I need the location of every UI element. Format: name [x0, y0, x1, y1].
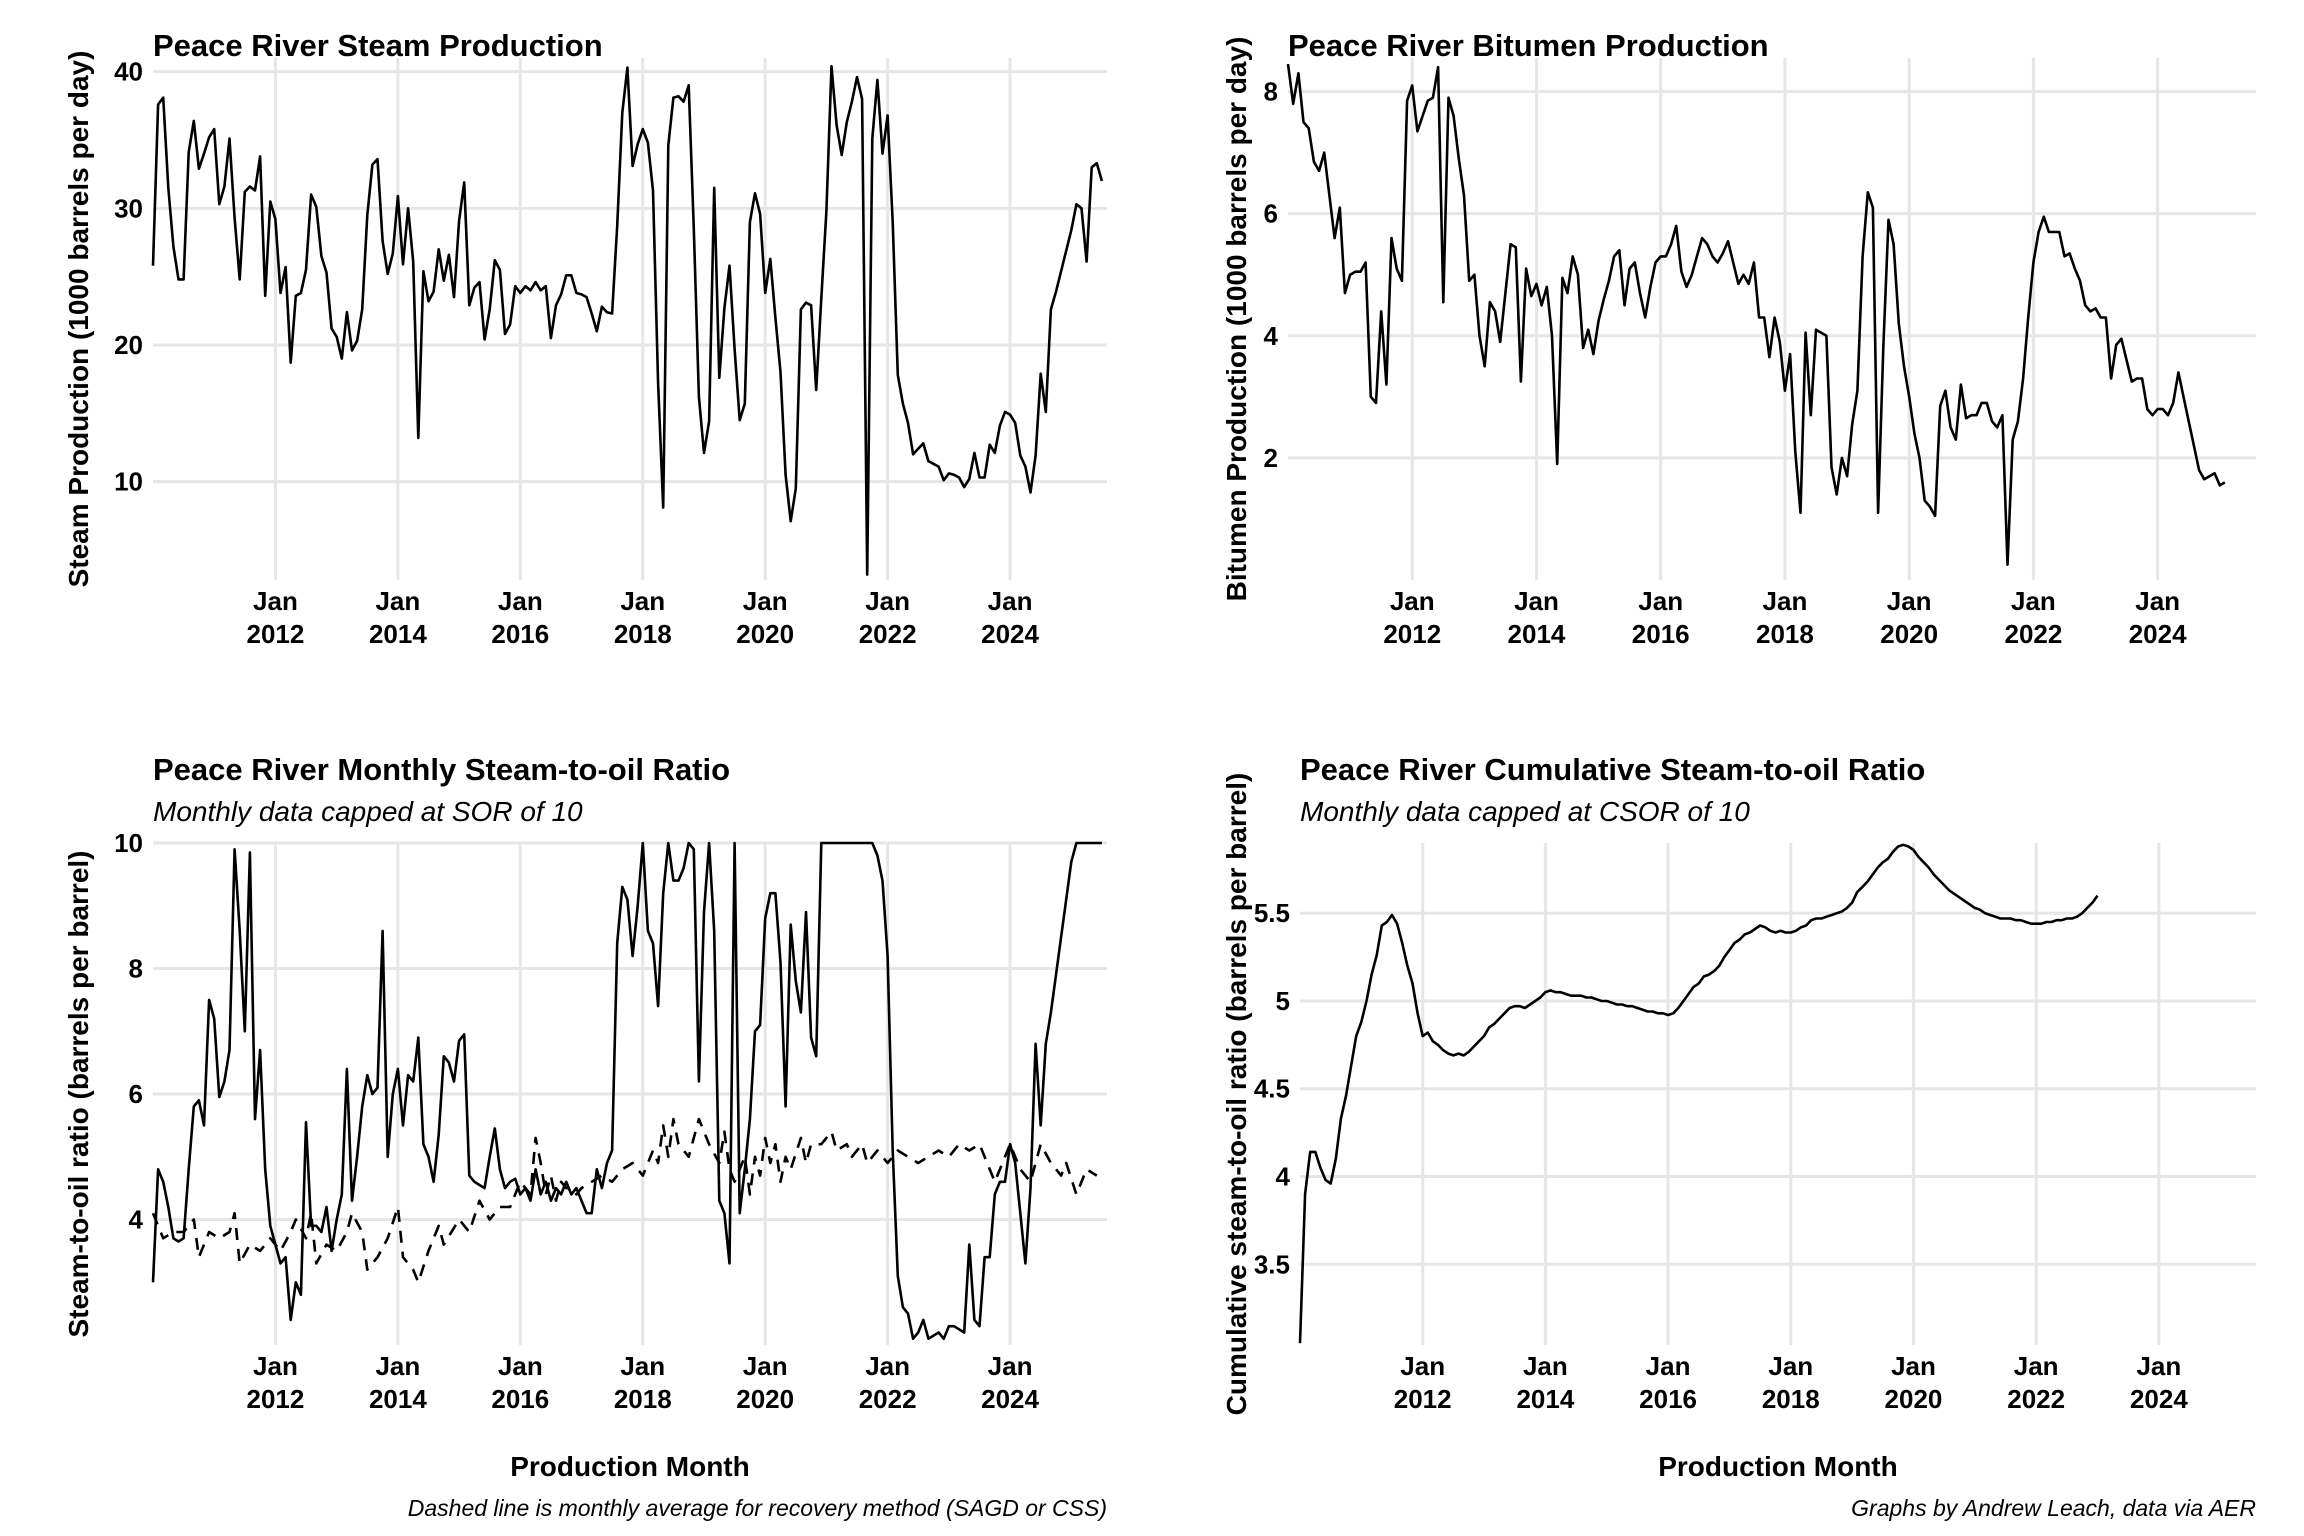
series-line-1 — [151, 64, 1104, 576]
y-tick-label: 20 — [114, 330, 143, 360]
y-tick-label: 6 — [1264, 199, 1278, 229]
x-tick-label: Jan — [2136, 1351, 2181, 1381]
chart-title: Peace River Cumulative Steam-to-oil Rati… — [1300, 752, 1925, 787]
series-line-1 — [1298, 843, 2099, 1344]
x-tick-label: Jan — [743, 586, 788, 616]
x-tick-label: 2016 — [491, 619, 549, 649]
x-tick-label: 2016 — [1632, 619, 1690, 649]
x-tick-label: Jan — [253, 1351, 298, 1381]
x-tick-label: 2020 — [1885, 1384, 1943, 1414]
x-tick-label: 2020 — [736, 619, 794, 649]
y-tick-label: 5 — [1276, 986, 1290, 1016]
y-tick-label: 8 — [1264, 77, 1278, 107]
y-tick-label: 3.5 — [1254, 1249, 1290, 1279]
chart-subtitle: Monthly data capped at SOR of 10 — [153, 796, 583, 827]
y-axis-title: Steam-to-oil ratio (barrels per barrel) — [63, 850, 94, 1337]
x-tick-label: 2022 — [859, 619, 917, 649]
x-tick-label: Jan — [988, 1351, 1033, 1381]
chart-panel-3: 46810Jan2012Jan2014Jan2016Jan2018Jan2020… — [63, 752, 1107, 1521]
y-tick-label: 10 — [114, 467, 143, 497]
chart-panel-1: 10203040Jan2012Jan2014Jan2016Jan2018Jan2… — [63, 28, 1107, 649]
x-tick-label: Jan — [988, 586, 1033, 616]
chart-title: Peace River Monthly Steam-to-oil Ratio — [153, 752, 730, 787]
x-tick-label: Jan — [1646, 1351, 1691, 1381]
x-tick-label: Jan — [620, 1351, 665, 1381]
chart-title: Peace River Bitumen Production — [1288, 28, 1769, 63]
chart-panel-4: 3.544.555.5Jan2012Jan2014Jan2016Jan2018J… — [1221, 752, 2256, 1521]
y-axis-title: Steam Production (1000 barrels per day) — [63, 51, 94, 588]
x-tick-label: Jan — [498, 1351, 543, 1381]
x-tick-label: 2018 — [614, 1384, 672, 1414]
y-tick-label: 4 — [1276, 1161, 1291, 1191]
x-tick-label: Jan — [2011, 586, 2056, 616]
x-tick-label: 2024 — [981, 619, 1039, 649]
y-tick-label: 4 — [129, 1205, 144, 1235]
x-tick-label: 2014 — [1516, 1384, 1574, 1414]
y-tick-label: 6 — [129, 1079, 143, 1109]
x-tick-label: 2018 — [1762, 1384, 1820, 1414]
x-axis-title: Production Month — [1658, 1451, 1898, 1482]
x-tick-label: 2024 — [981, 1384, 1039, 1414]
x-tick-label: 2014 — [369, 619, 427, 649]
x-tick-label: Jan — [2014, 1351, 2059, 1381]
x-tick-label: 2016 — [491, 1384, 549, 1414]
series-line-2 — [151, 1117, 1098, 1284]
x-tick-label: Jan — [1638, 586, 1683, 616]
x-tick-label: 2012 — [1383, 619, 1441, 649]
y-tick-label: 30 — [114, 193, 143, 223]
y-tick-label: 8 — [129, 954, 143, 984]
chart-panel-2: 2468Jan2012Jan2014Jan2016Jan2018Jan2020J… — [1221, 28, 2256, 649]
y-axis-title: Cumulative steam-to-oil ratio (barrels p… — [1221, 773, 1252, 1416]
x-tick-label: Jan — [865, 1351, 910, 1381]
chart-title: Peace River Steam Production — [153, 28, 603, 63]
x-tick-label: Jan — [1514, 586, 1559, 616]
x-tick-label: Jan — [1390, 586, 1435, 616]
series-line-1 — [1286, 63, 2226, 566]
x-tick-label: 2022 — [2007, 1384, 2065, 1414]
x-tick-label: Jan — [620, 586, 665, 616]
x-tick-label: Jan — [2135, 586, 2180, 616]
x-tick-label: Jan — [1768, 1351, 1813, 1381]
chart-caption: Graphs by Andrew Leach, data via AER — [1851, 1495, 2256, 1521]
y-axis-title: Bitumen Production (1000 barrels per day… — [1221, 37, 1252, 602]
x-tick-label: Jan — [1523, 1351, 1568, 1381]
x-tick-label: Jan — [1400, 1351, 1445, 1381]
y-tick-label: 2 — [1264, 443, 1278, 473]
y-tick-label: 4.5 — [1254, 1074, 1290, 1104]
x-tick-label: 2020 — [1880, 619, 1938, 649]
y-tick-label: 10 — [114, 828, 143, 858]
series-line-1 — [151, 841, 1102, 1340]
x-tick-label: 2014 — [1508, 619, 1566, 649]
x-tick-label: 2020 — [736, 1384, 794, 1414]
x-tick-label: Jan — [865, 586, 910, 616]
y-tick-label: 4 — [1264, 321, 1279, 351]
x-tick-label: 2024 — [2130, 1384, 2188, 1414]
x-tick-label: Jan — [1887, 586, 1932, 616]
x-tick-label: 2022 — [2004, 619, 2062, 649]
x-axis-title: Production Month — [510, 1451, 750, 1482]
x-tick-label: 2024 — [2129, 619, 2187, 649]
x-tick-label: Jan — [1891, 1351, 1936, 1381]
y-tick-label: 40 — [114, 57, 143, 87]
x-tick-label: 2012 — [1394, 1384, 1452, 1414]
x-tick-label: Jan — [375, 1351, 420, 1381]
x-tick-label: 2022 — [859, 1384, 917, 1414]
chart-caption: Dashed line is monthly average for recov… — [408, 1495, 1107, 1521]
x-tick-label: 2012 — [247, 1384, 305, 1414]
x-tick-label: 2018 — [614, 619, 672, 649]
y-tick-label: 5.5 — [1254, 898, 1290, 928]
x-tick-label: Jan — [253, 586, 298, 616]
x-tick-label: 2018 — [1756, 619, 1814, 649]
x-tick-label: Jan — [743, 1351, 788, 1381]
x-tick-label: Jan — [498, 586, 543, 616]
chart-subtitle: Monthly data capped at CSOR of 10 — [1300, 796, 1750, 827]
x-tick-label: 2014 — [369, 1384, 427, 1414]
x-tick-label: Jan — [1763, 586, 1808, 616]
x-tick-label: 2012 — [247, 619, 305, 649]
x-tick-label: 2016 — [1639, 1384, 1697, 1414]
x-tick-label: Jan — [375, 586, 420, 616]
